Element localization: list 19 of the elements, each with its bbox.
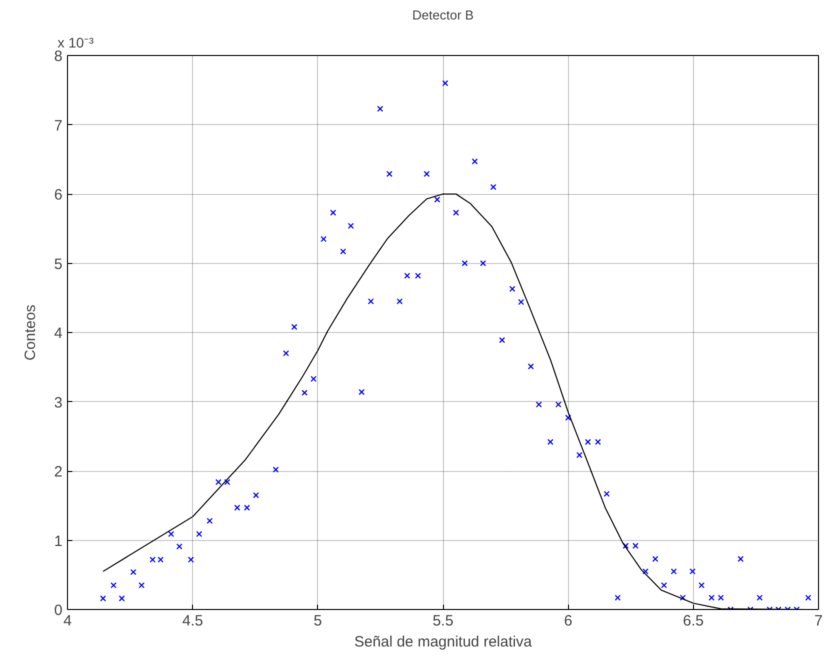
y-tick-label: 1	[54, 532, 62, 550]
x-axis-title: Señal de magnitud relativa	[354, 634, 532, 650]
chart-title: Detector B	[412, 8, 474, 22]
x-tick-label: 5	[314, 612, 322, 630]
y-tick-label: 7	[54, 117, 62, 134]
x-tick-label: 5.5	[432, 612, 454, 630]
y-tick-label: 4	[54, 325, 62, 342]
x-tick-label: 6.5	[682, 612, 704, 630]
y-tick-label: 0	[54, 602, 62, 619]
x-tick-label: 7	[814, 612, 823, 630]
y-tick-label: 8	[54, 48, 62, 65]
y-tick-label: 3	[54, 394, 62, 412]
text: x 10⁻³	[58, 34, 94, 50]
y-tick-label: 6	[54, 186, 62, 204]
y-axis-title: Conteos	[22, 304, 40, 360]
x-tick-label: 6	[564, 612, 572, 630]
y-tick-label: 5	[54, 256, 62, 273]
x-tick-label: 4.5	[182, 612, 204, 630]
y-tick-label: 2	[54, 464, 62, 480]
